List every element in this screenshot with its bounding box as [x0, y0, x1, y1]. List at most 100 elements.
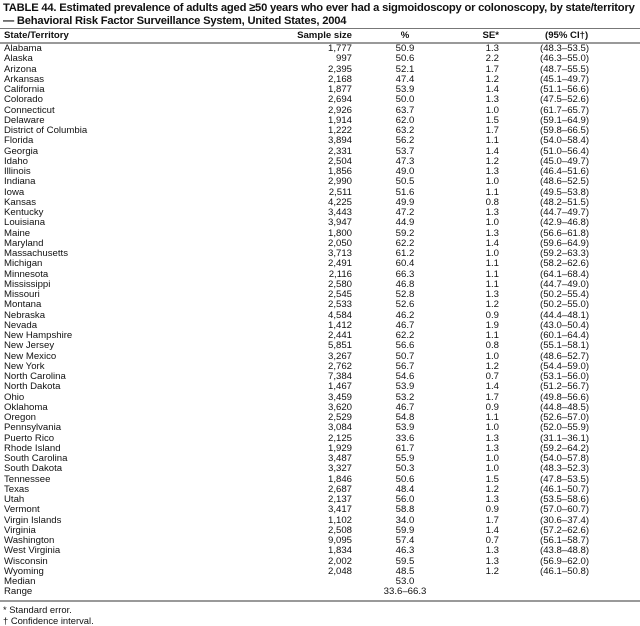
table-row: Michigan 2,491 60.4 1.1 (58.2–62.6): [0, 258, 640, 270]
table-row: Tennessee 1,846 50.6 1.5 (47.8–53.5): [0, 473, 640, 485]
sample-size: 3,487: [327, 453, 352, 464]
sample-size: 2,441: [327, 330, 352, 341]
standard-error: 1.4: [485, 524, 499, 536]
percent: 63.7: [395, 104, 415, 116]
table-row: South Dakota 3,327 50.3 1.0 (48.3–52.3): [0, 463, 640, 474]
standard-error: 1.0: [485, 453, 499, 464]
state-name: Mississippi: [4, 278, 51, 290]
standard-error: 0.8: [485, 340, 499, 352]
table-row: Montana 2,533 52.6 1.2 (50.2–55.0): [0, 299, 640, 311]
sample-size: 3,443: [327, 207, 352, 218]
sample-size: 3,947: [327, 217, 352, 229]
state-name: West Virginia: [4, 545, 61, 557]
percent: 62.0: [395, 114, 415, 126]
table-row: Pennsylvania 3,084 53.9 1.0 (52.0–55.9): [0, 422, 640, 433]
percent: 52.1: [395, 63, 415, 75]
sample-size: 2,694: [327, 94, 352, 106]
sample-size: 2,116: [328, 268, 352, 280]
standard-error: 2.2: [485, 53, 499, 65]
state-name: Kansas: [4, 196, 36, 208]
table-row: South Carolina 3,487 55.9 1.0 (54.0–57.8): [0, 453, 640, 464]
standard-error: 1.7: [485, 514, 499, 526]
confidence-interval: (49.5–53.8): [540, 186, 590, 198]
table-row: Florida 3,894 56.2 1.1 (54.0–58.4): [0, 135, 640, 147]
percent: 66.3: [395, 268, 415, 280]
state-name: Michigan: [4, 258, 43, 270]
state-name: Vermont: [4, 504, 40, 516]
sample-size: 2,002: [327, 555, 352, 567]
percent: 49.0: [395, 166, 415, 177]
table-row: West Virginia 1,834 46.3 1.3 (43.8–48.8): [0, 545, 640, 557]
table-row: Iowa 2,511 51.6 1.1 (49.5–53.8): [0, 186, 640, 198]
state-name: Wisconsin: [4, 555, 48, 567]
confidence-interval: (44.7–49.7): [540, 207, 590, 218]
confidence-interval: (31.1–36.1): [540, 432, 590, 444]
sample-size: 7,384: [327, 371, 352, 382]
header-percent: %: [400, 30, 410, 41]
percent: 47.2: [395, 207, 415, 218]
state-name: Massachusetts: [4, 248, 68, 259]
summary-label: Range: [4, 586, 33, 598]
standard-error: 1.7: [485, 63, 499, 75]
confidence-interval: (59.2–63.3): [540, 248, 590, 259]
standard-error: 1.1: [485, 330, 499, 341]
standard-error: 1.4: [485, 381, 499, 393]
confidence-interval: (45.0–49.7): [540, 155, 590, 167]
sample-size: 997: [335, 53, 352, 65]
state-name: Ohio: [4, 391, 25, 403]
state-name: Kentucky: [4, 207, 44, 218]
table-row: Alaska 997 50.6 2.2 (46.3–55.0): [0, 53, 640, 65]
state-name: District of Columbia: [4, 125, 88, 136]
state-name: Connecticut: [4, 104, 55, 116]
table-row: New Hampshire 2,441 62.2 1.1 (60.1–64.4): [0, 330, 640, 341]
table-row: District of Columbia 1,222 63.2 1.7 (59.8–66…: [0, 125, 640, 136]
confidence-interval: (50.2–55.0): [540, 299, 590, 311]
confidence-interval: (56.1–58.7): [540, 535, 590, 546]
percent: 61.2: [395, 248, 415, 259]
standard-error: 1.5: [485, 114, 499, 126]
percent: 48.4: [395, 483, 415, 495]
standard-error: 0.9: [485, 504, 499, 516]
percent: 33.6: [395, 432, 415, 444]
standard-error: 1.3: [485, 166, 499, 177]
percent: 50.6: [395, 53, 415, 65]
table-row: Kentucky 3,443 47.2 1.3 (44.7–49.7): [0, 207, 640, 218]
table-row: North Dakota 1,467 53.9 1.4 (51.2–56.7): [0, 381, 640, 393]
sample-size: 2,331: [327, 145, 352, 157]
table-row: Vermont 3,417 58.8 0.9 (57.0–60.7): [0, 504, 640, 516]
sample-size: 2,050: [327, 237, 352, 249]
sample-size: 3,894: [327, 135, 352, 147]
sample-size: 5,851: [327, 340, 352, 352]
percent: 62.2: [395, 330, 415, 341]
state-name: Idaho: [4, 155, 29, 167]
table-row: Texas 2,687 48.4 1.2 (46.1–50.7): [0, 483, 640, 495]
state-name: Florida: [4, 135, 34, 147]
table-row: Nevada 1,412 46.7 1.9 (43.0–50.4): [0, 320, 640, 331]
state-name: Tennessee: [4, 473, 51, 485]
standard-error: 1.3: [485, 94, 499, 106]
header-ci: (95% CI†): [545, 30, 589, 41]
state-name: Texas: [4, 483, 30, 495]
header-se: SE*: [482, 30, 499, 41]
percent: 53.9: [395, 84, 415, 95]
percent: 47.3: [395, 155, 415, 167]
confidence-interval: (44.8–48.5): [540, 401, 590, 413]
percent: 48.5: [395, 565, 415, 577]
percent: 50.7: [395, 350, 415, 362]
sample-size: 2,395: [327, 63, 352, 75]
state-name: Illinois: [4, 166, 31, 177]
sample-size: 2,533: [327, 299, 352, 311]
percent: 59.5: [395, 555, 415, 567]
confidence-interval: (54.0–57.8): [540, 453, 590, 464]
confidence-interval: (47.8–53.5): [540, 473, 590, 485]
sample-size: 3,620: [327, 401, 352, 413]
sample-size: 3,459: [327, 391, 352, 403]
table-row: Nebraska 4,584 46.2 0.9 (44.4–48.1): [0, 309, 640, 321]
confidence-interval: (57.2–62.6): [540, 524, 590, 536]
standard-error: 1.1: [485, 186, 499, 198]
standard-error: 1.5: [485, 473, 499, 485]
state-name: Wyoming: [4, 565, 44, 577]
confidence-interval: (51.0–56.4): [540, 145, 590, 157]
table-row: Arizona 2,395 52.1 1.7 (48.7–55.5): [0, 63, 640, 75]
percent: 46.2: [395, 309, 415, 321]
